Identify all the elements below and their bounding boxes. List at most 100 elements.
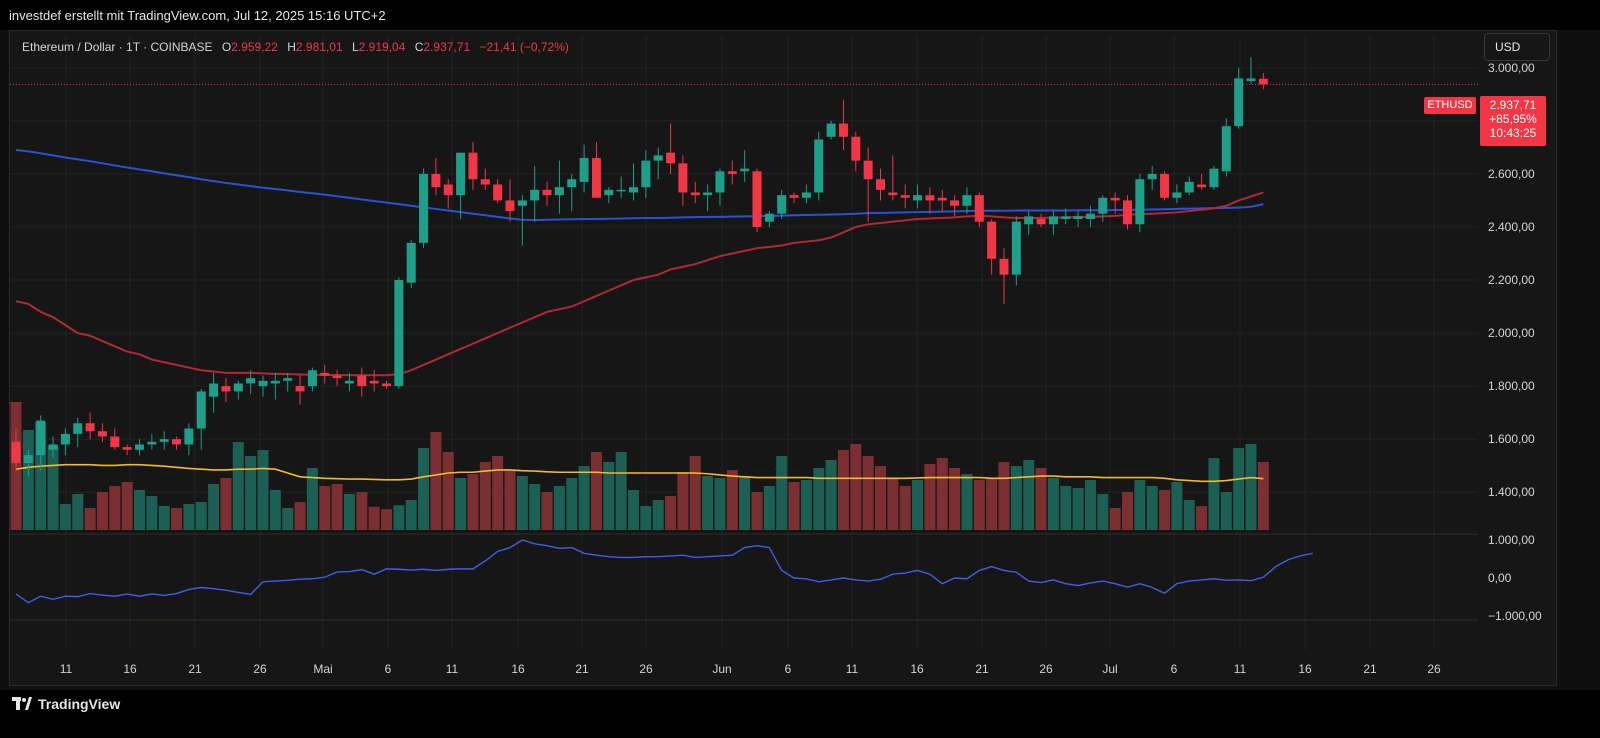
candle-body (629, 187, 638, 193)
candle-body (987, 221, 997, 259)
candle-body (517, 200, 527, 206)
volume-bar (269, 490, 281, 530)
volume-bar (677, 472, 689, 530)
volume-bar (121, 482, 133, 530)
candle-body (789, 195, 799, 198)
volume-bar (393, 505, 405, 530)
candle-body (23, 455, 33, 464)
volume-bar (381, 509, 392, 530)
x-tick-label: 21 (188, 662, 202, 676)
candle-body (60, 433, 70, 445)
candle-body (678, 163, 688, 193)
candle-body (221, 386, 231, 392)
candle-body (493, 184, 503, 201)
volume-bar (986, 478, 998, 530)
volume-bar (1159, 490, 1171, 530)
candle-body (1024, 216, 1034, 225)
candle-body (1123, 200, 1132, 225)
candle-body (1135, 179, 1145, 225)
volume-bar (714, 478, 726, 530)
candle-body (1209, 168, 1219, 188)
volume-bar (84, 508, 96, 530)
volume-ma-line (15, 463, 1264, 483)
candle-body (431, 173, 441, 188)
candle-body (826, 123, 836, 137)
volume-bar (232, 442, 244, 530)
x-tick-label: 26 (639, 662, 653, 676)
volume-bar (1072, 488, 1084, 530)
volume-bar (689, 456, 701, 530)
attribution-text: investdef erstellt mit TradingView.com, … (9, 8, 386, 23)
x-tick-label: 6 (1171, 662, 1178, 676)
candle-body (135, 444, 144, 450)
x-tick-label: 16 (1298, 662, 1312, 676)
volume-bar (245, 456, 257, 530)
candle-body (246, 378, 256, 384)
candle-body (110, 436, 120, 448)
volume-bar (368, 506, 380, 530)
oscillator-line (15, 539, 1313, 604)
volume-bar (418, 448, 430, 530)
volume-bar (479, 462, 491, 530)
tradingview-logo[interactable]: TradingView (12, 696, 120, 712)
price-tick-label: 2.000,00 (1488, 326, 1535, 340)
candle-body (357, 375, 367, 387)
candle-body (950, 200, 960, 206)
candle-body (419, 173, 429, 243)
open-value: 2.959,22 (231, 40, 278, 54)
candle-body (530, 189, 540, 201)
x-tick-label: 16 (511, 662, 525, 676)
candle-body (443, 184, 453, 196)
candle-body (604, 189, 614, 196)
volume-bar (1171, 482, 1183, 530)
candle-body (888, 192, 898, 196)
x-tick-label: Jul (1102, 662, 1117, 676)
volume-bar (1183, 500, 1195, 530)
volume-bar (850, 444, 862, 530)
price-tick-label: 2.600,00 (1488, 167, 1535, 181)
osc-tick-label: −1.000,00 (1488, 609, 1542, 623)
candle-body (159, 439, 169, 442)
candle-body (715, 171, 725, 193)
tradingview-brand: TradingView (38, 696, 121, 712)
candle-body (11, 441, 21, 464)
candle-body (122, 447, 132, 450)
symbol-label[interactable]: Ethereum / Dollar · 1T · COINBASE (22, 40, 213, 54)
candle-body (1011, 221, 1021, 275)
ma-slow-line (15, 149, 1264, 222)
x-tick-label: 16 (123, 662, 137, 676)
volume-bar (1245, 444, 1257, 530)
price-tick-label: 1.400,00 (1488, 485, 1535, 499)
x-tick-label: Mai (313, 662, 332, 676)
volume-bar (899, 486, 911, 530)
ma-fast-line (15, 191, 1264, 377)
candle-body (1036, 219, 1046, 225)
osc-tick-label: 0,00 (1488, 571, 1512, 585)
volume-bar (467, 474, 479, 530)
symbol-price-tag: ETHUSD (1424, 97, 1476, 114)
candle-body (764, 213, 774, 222)
candle-body (653, 155, 663, 161)
candle-body (85, 423, 95, 432)
volume-bar (319, 486, 331, 530)
candle-body (925, 195, 935, 201)
volume-bar (430, 432, 442, 530)
volume-bar (887, 478, 899, 530)
candle-body (456, 152, 466, 196)
volume-bar (1208, 458, 1220, 530)
volume-bar (1084, 480, 1096, 530)
candle-body (1098, 197, 1108, 214)
candle-body (73, 423, 83, 434)
volume-bar (1196, 506, 1208, 530)
low-value: 2.919,04 (358, 40, 406, 54)
volume-bar (603, 462, 615, 530)
volume-bar (813, 468, 825, 530)
candle-body (1221, 126, 1231, 172)
volume-bar (541, 492, 553, 530)
volume-bar (1220, 492, 1232, 530)
x-tick-label: 11 (446, 662, 459, 676)
price-tick-label: 2.400,00 (1488, 220, 1535, 234)
currency-button[interactable]: USD (1484, 33, 1550, 61)
volume-bar (1023, 460, 1035, 530)
